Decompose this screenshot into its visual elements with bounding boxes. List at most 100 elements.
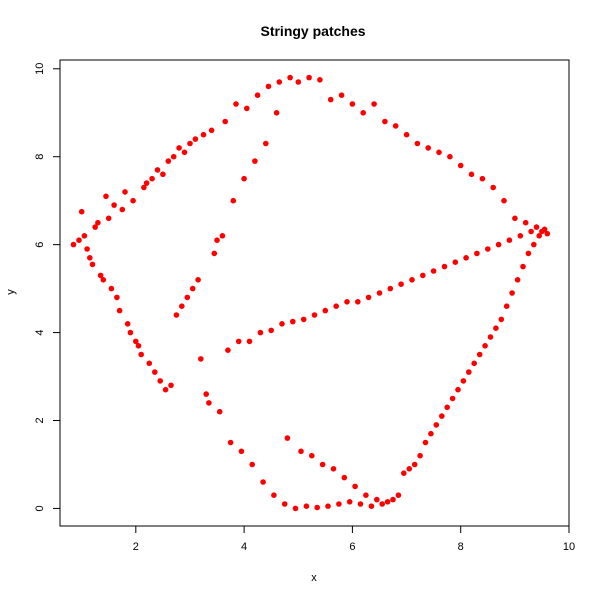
data-point	[105, 215, 112, 222]
data-point	[392, 123, 399, 129]
data-point	[252, 158, 258, 164]
data-point	[409, 277, 415, 283]
data-point	[309, 452, 315, 459]
data-point	[135, 343, 142, 349]
data-point	[276, 79, 283, 85]
data-point	[447, 153, 453, 160]
data-point	[311, 312, 318, 318]
data-point	[490, 184, 497, 191]
data-point	[70, 241, 77, 248]
data-point	[84, 246, 90, 252]
data-point	[436, 149, 442, 156]
data-point	[157, 378, 163, 384]
data-point	[536, 233, 542, 239]
data-point	[360, 110, 367, 116]
data-point	[398, 281, 404, 288]
data-point	[441, 263, 448, 270]
x-tick-label: 2	[133, 541, 139, 553]
data-point	[287, 74, 293, 81]
data-point	[503, 303, 510, 310]
data-point	[425, 145, 432, 151]
data-point	[119, 206, 126, 213]
data-point	[225, 347, 231, 354]
data-point	[200, 131, 207, 138]
data-point	[487, 334, 494, 340]
x-axis: 2 4 6 8 10	[133, 525, 575, 553]
data-point	[314, 504, 321, 511]
data-point	[254, 92, 261, 98]
data-point	[292, 505, 299, 512]
data-point	[476, 351, 483, 358]
data-point	[333, 303, 340, 310]
data-point	[257, 329, 264, 336]
data-point	[271, 492, 277, 499]
data-point	[284, 435, 291, 441]
data-point	[203, 391, 209, 397]
data-point	[444, 404, 451, 411]
data-point	[382, 118, 388, 125]
x-tick-label: 6	[349, 541, 355, 553]
data-point	[474, 250, 480, 257]
data-point	[265, 83, 272, 90]
data-point	[384, 499, 391, 505]
data-point	[233, 101, 239, 107]
data-point	[471, 360, 478, 367]
data-point	[219, 233, 226, 239]
data-point	[390, 496, 396, 503]
data-point	[211, 250, 218, 257]
data-point	[485, 246, 491, 252]
data-point	[141, 184, 147, 191]
data-point	[463, 254, 469, 261]
data-point	[214, 237, 220, 243]
data-point	[319, 461, 326, 468]
data-point	[498, 316, 505, 323]
x-tick-label: 10	[563, 541, 575, 553]
data-point	[379, 501, 386, 507]
data-point	[124, 321, 131, 327]
data-point	[298, 448, 304, 455]
data-point	[417, 452, 423, 459]
y-tick-label: 10	[34, 63, 46, 75]
data-point	[127, 329, 134, 336]
x-tick-label: 8	[458, 541, 464, 553]
data-point	[81, 233, 88, 239]
data-point	[173, 312, 180, 318]
data-point	[368, 503, 375, 510]
data-point	[433, 422, 440, 428]
data-point	[268, 327, 275, 334]
data-point	[89, 261, 96, 268]
data-point	[341, 474, 348, 481]
data-point	[208, 127, 215, 134]
data-point	[514, 277, 521, 283]
data-point	[352, 483, 358, 490]
data-point	[122, 189, 128, 195]
data-point	[192, 136, 199, 142]
data-point	[222, 118, 228, 125]
data-point	[143, 180, 150, 186]
data-point	[479, 175, 486, 182]
data-point	[181, 149, 188, 156]
data-point	[146, 360, 153, 367]
data-point	[303, 503, 310, 510]
data-point	[541, 226, 548, 233]
data-point	[138, 351, 144, 358]
data-point	[428, 430, 434, 437]
data-point	[401, 470, 407, 477]
data-point	[260, 479, 266, 485]
y-tick-label: 0	[34, 505, 46, 511]
y-tick-label: 2	[34, 417, 46, 423]
data-point	[374, 496, 380, 503]
data-point	[327, 96, 334, 103]
data-point	[406, 466, 413, 472]
data-point	[189, 285, 196, 292]
data-point	[422, 439, 429, 446]
data-point	[457, 162, 464, 169]
data-point	[363, 492, 369, 499]
data-point	[108, 285, 115, 292]
data-point	[430, 268, 437, 274]
data-point	[130, 197, 136, 204]
data-point	[184, 294, 191, 301]
data-point	[357, 501, 364, 507]
data-point	[509, 290, 515, 296]
